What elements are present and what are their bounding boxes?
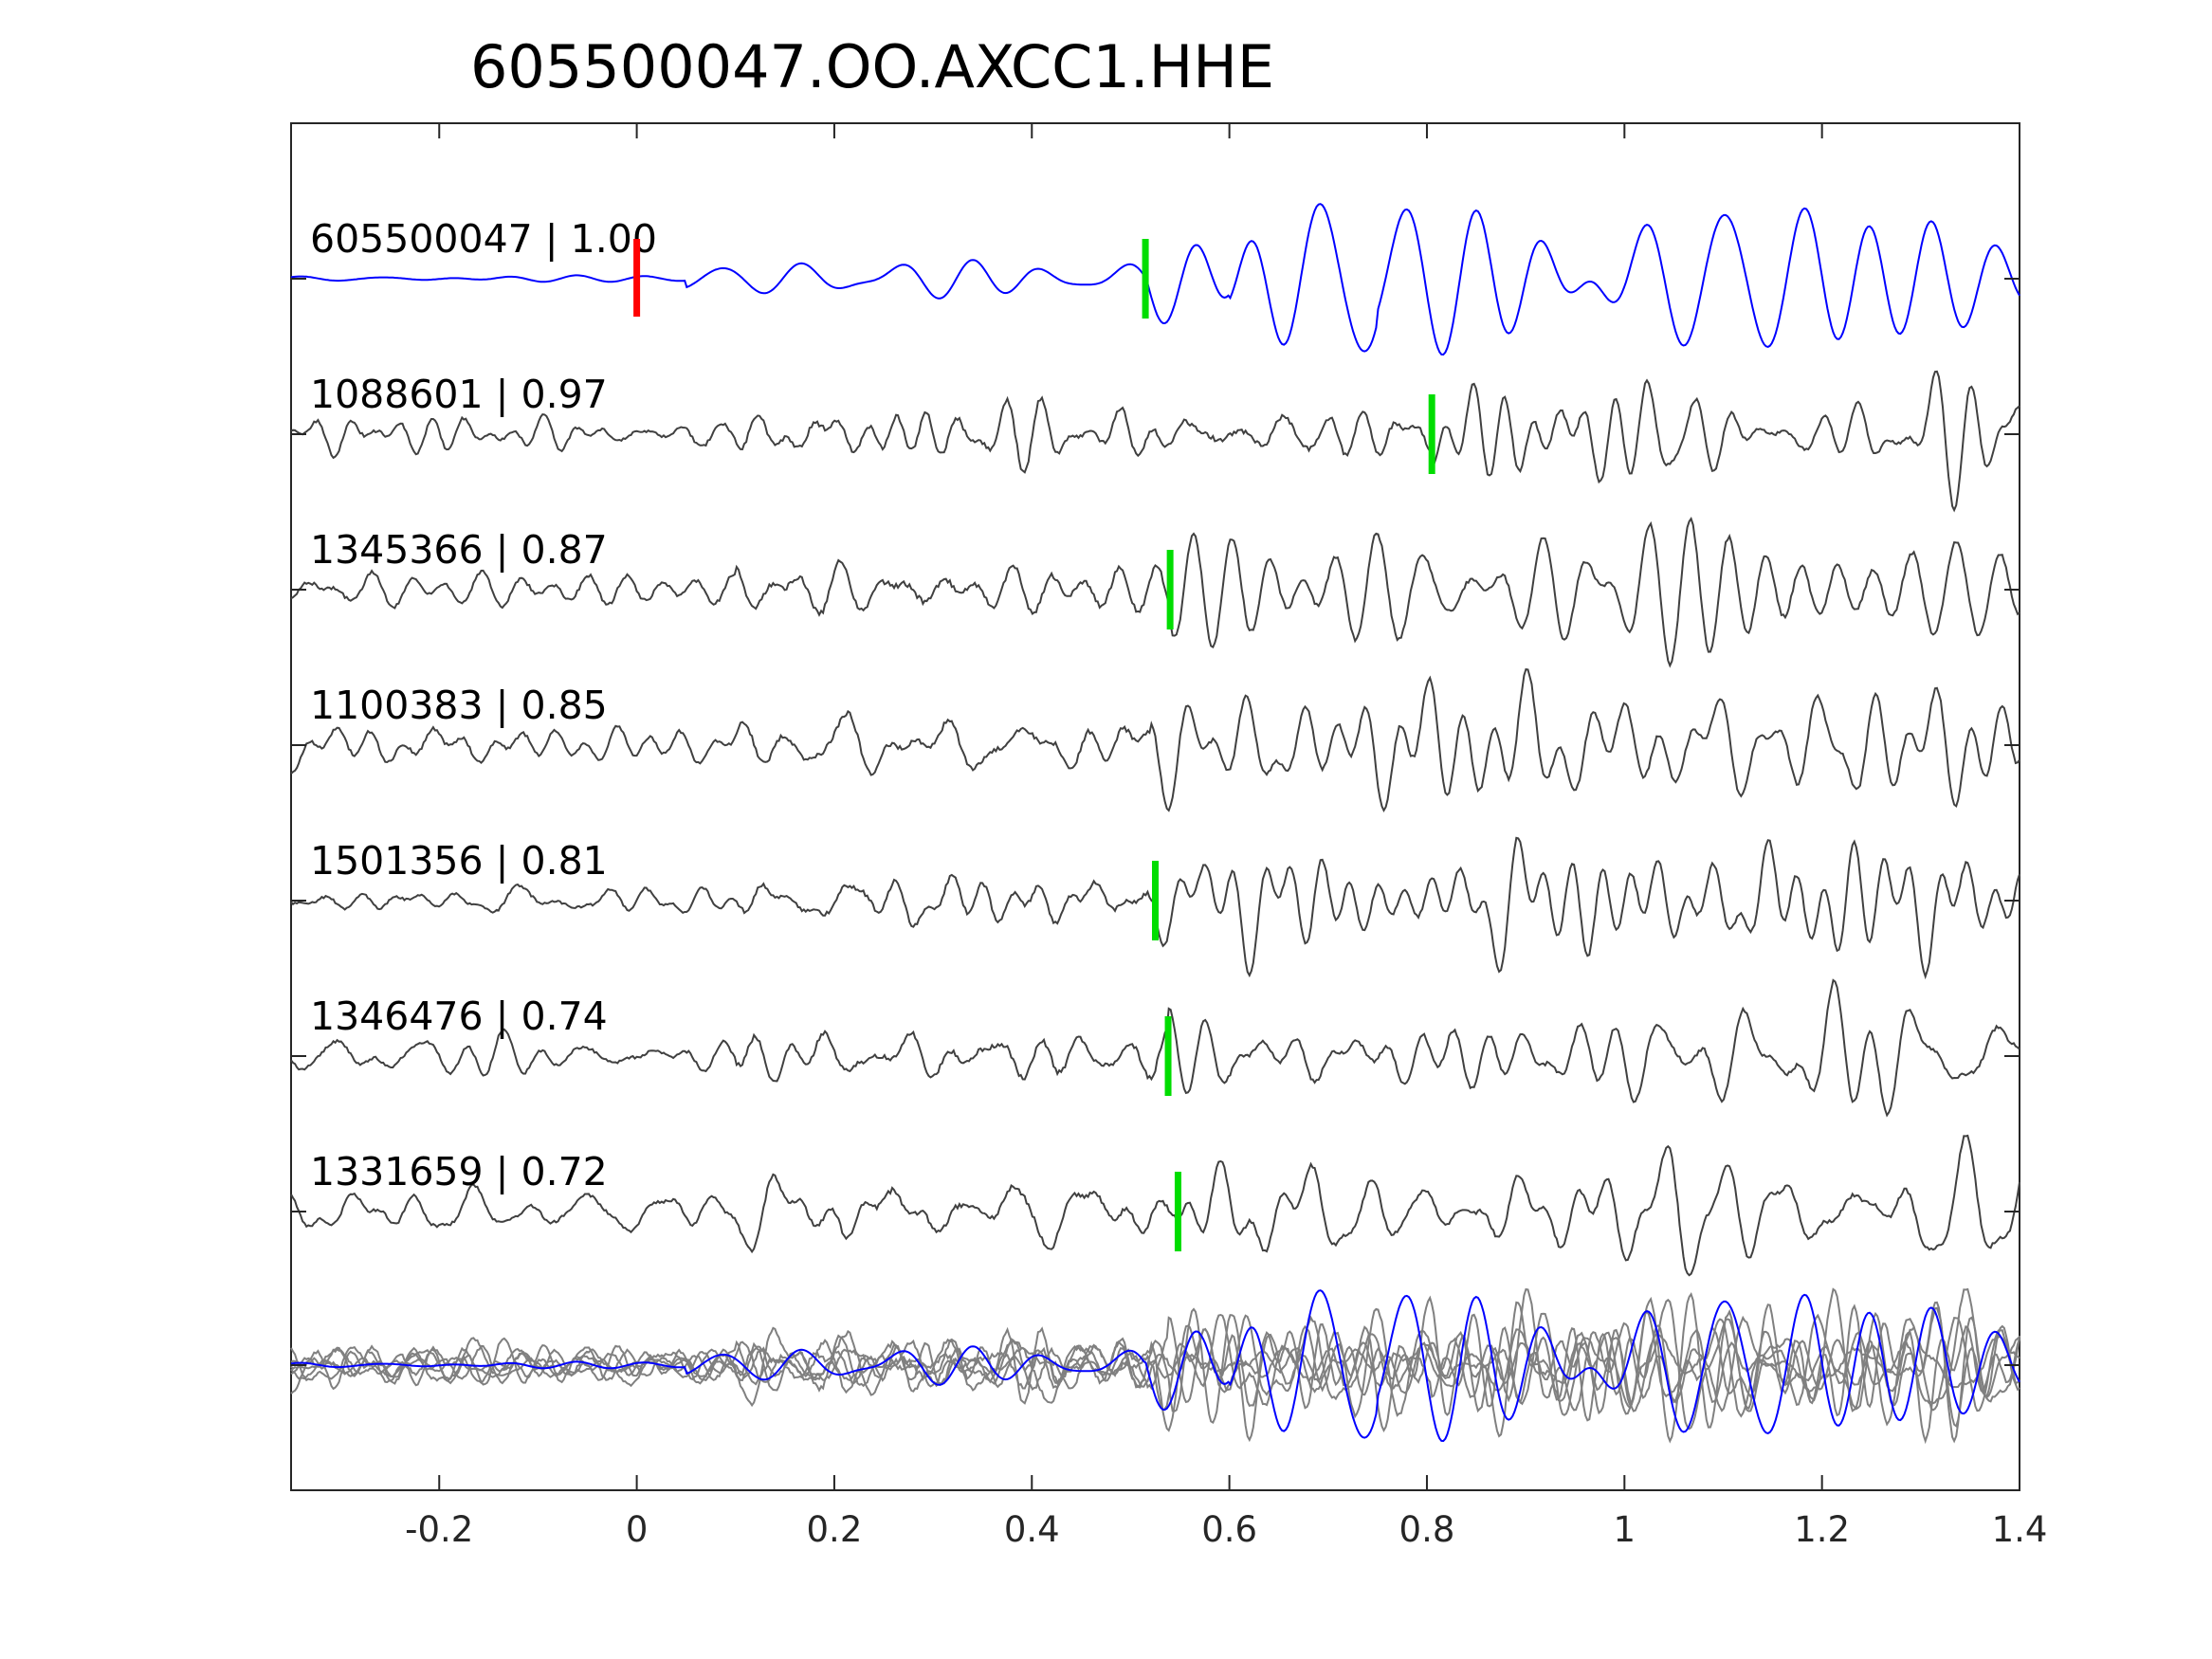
trace-label-1501356: 1501356 | 0.81 [310, 838, 608, 884]
overlay-trace-605500047 [290, 1289, 2020, 1443]
x-tick-label: 0.4 [1004, 1509, 1060, 1550]
chart-title: 605500047.OO.AXCC1.HHE [470, 32, 1274, 101]
x-tick-label: 0.2 [807, 1509, 863, 1550]
trace-1331659 [290, 1134, 2020, 1277]
x-tick-label: 1.2 [1794, 1509, 1850, 1550]
overlay-trace-1345366 [290, 1291, 2020, 1444]
pick-markers [633, 239, 1435, 1251]
trace-1345366 [290, 516, 2020, 668]
axes-box [290, 122, 2020, 1491]
trace-labels: 605500047 | 1.00 1088601 | 0.97 1345366 | … [310, 216, 657, 1194]
x-tick-label: 0.6 [1201, 1509, 1257, 1550]
trace-label-1345366: 1345366 | 0.87 [310, 527, 608, 573]
x-axis: -0.2 0 0.2 0.4 0.6 0.8 1 1.2 1.4 [405, 123, 2047, 1550]
x-tick-label: 0.8 [1399, 1509, 1455, 1550]
x-tick-label: 1 [1614, 1509, 1636, 1550]
trace-1088601 [290, 370, 2020, 513]
trace-1100383 [290, 667, 2020, 813]
trace-label-1331659: 1331659 | 0.72 [310, 1149, 608, 1194]
trace-label-1100383: 1100383 | 0.85 [310, 683, 608, 728]
waveform-traces [290, 203, 2020, 1445]
trace-label-605500047: 605500047 | 1.00 [310, 216, 657, 262]
trace-label-1346476: 1346476 | 0.74 [310, 994, 608, 1039]
x-tick-label: -0.2 [405, 1509, 473, 1550]
x-tick-label: 0 [626, 1509, 649, 1550]
overlay-trace-1331659 [290, 1287, 2020, 1431]
overlay-trace-1346476 [290, 1287, 2020, 1427]
trace-label-1088601: 1088601 | 0.97 [310, 372, 608, 417]
trace-605500047 [290, 203, 2020, 356]
plot-area [290, 122, 2020, 1491]
x-tick-label: 1.4 [1992, 1509, 2048, 1550]
trace-1346476 [290, 978, 2020, 1118]
